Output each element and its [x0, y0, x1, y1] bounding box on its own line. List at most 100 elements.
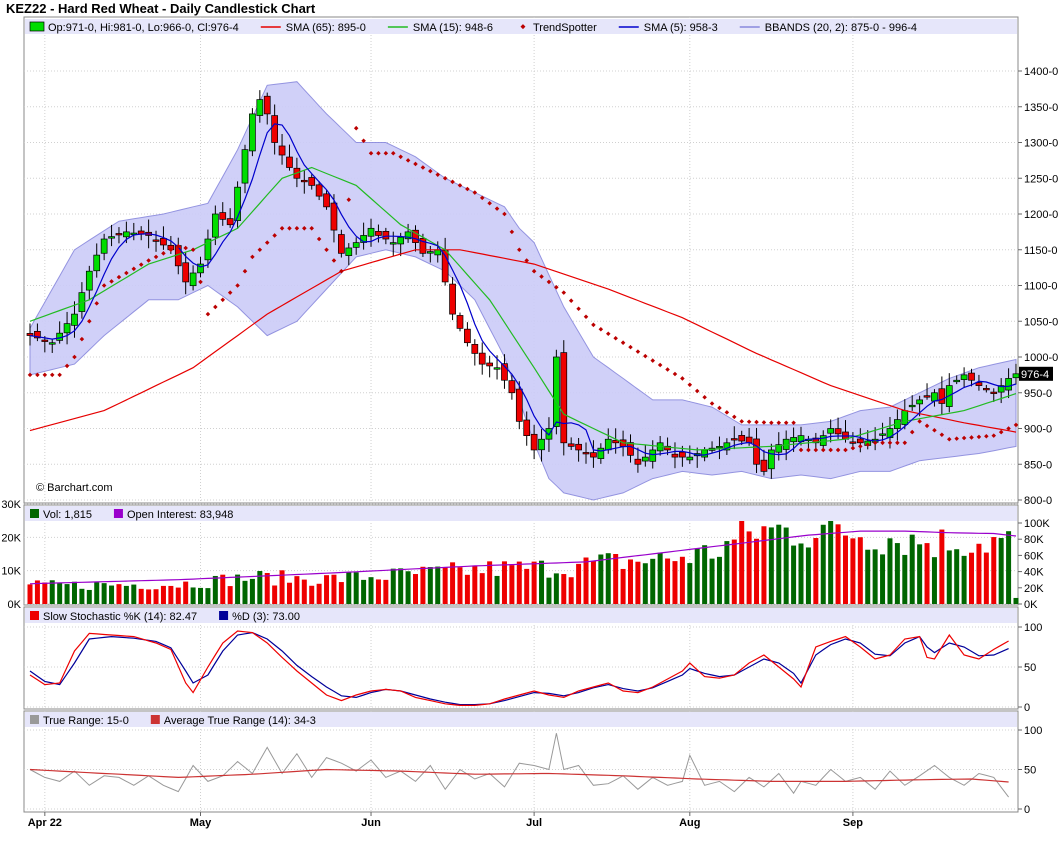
candle-body — [397, 236, 405, 245]
volume-bar — [79, 588, 85, 604]
volume-bar — [361, 579, 367, 604]
trendspotter-dot — [969, 435, 974, 440]
candle-body — [375, 231, 382, 236]
price-tick-label: 1300-0 — [1024, 138, 1058, 150]
last-price-box — [1019, 366, 1053, 381]
volume-bar — [42, 582, 48, 604]
panel-stoch — [23, 606, 1019, 710]
candle-body — [48, 342, 56, 345]
x-tick-label: Aug — [679, 817, 700, 829]
volume-bar — [450, 562, 456, 604]
candle-body — [590, 452, 597, 458]
trendspotter-dot — [709, 401, 715, 406]
candle-body — [464, 328, 471, 344]
price-tick-label: 850-0 — [1024, 459, 1052, 471]
trendspotter-dot — [924, 423, 930, 429]
trendspotter-dot — [64, 363, 70, 369]
trendspotter-dot — [568, 298, 574, 303]
candle-body — [567, 443, 575, 447]
trendspotter-dot — [457, 183, 463, 188]
volume-bar — [687, 563, 693, 604]
trendspotter-dot — [961, 435, 967, 441]
tr-legend-bg — [25, 712, 1017, 727]
candle-body — [523, 419, 531, 436]
trendspotter-dot — [865, 442, 870, 447]
candle-body — [204, 238, 212, 261]
trendspotter-dot — [650, 358, 655, 363]
legend-text: SMA (15): 948-6 — [413, 22, 493, 34]
candle-body — [108, 236, 115, 239]
trendspotter-dot — [694, 388, 700, 394]
candle-body — [323, 193, 330, 208]
volume-bar — [761, 526, 767, 604]
volume-bar — [175, 587, 181, 604]
candle-body — [441, 250, 449, 283]
volume-bar — [917, 544, 923, 604]
volume-bar — [1013, 597, 1019, 604]
candle-body — [71, 313, 78, 326]
trendspotter-dot — [413, 161, 418, 167]
candle-body — [338, 234, 345, 254]
candle-body — [716, 446, 723, 449]
last-price-label: 976-4 — [1021, 369, 1049, 381]
trendspotter-dot — [591, 322, 596, 328]
legend-text: Open Interest: 83,948 — [127, 509, 233, 521]
volume-bar — [242, 580, 248, 604]
trendspotter-dot — [769, 420, 774, 426]
trendspotter-dot — [947, 436, 952, 442]
candle-body — [530, 433, 538, 451]
candle-body — [730, 438, 738, 441]
volume-bar — [598, 554, 604, 604]
volume-bar — [94, 582, 100, 604]
candle-body — [686, 456, 694, 461]
trendspotter-dot — [954, 436, 959, 441]
volume-bar — [983, 552, 989, 604]
x-tick-label: Jun — [361, 817, 381, 829]
candle-body — [123, 231, 130, 238]
price-tick-label: 900-0 — [1024, 424, 1052, 436]
candle-body — [768, 449, 775, 470]
candle-body — [515, 388, 523, 422]
legend-text: Average True Range (14): 34-3 — [164, 715, 316, 727]
trendspotter-dot — [976, 434, 982, 440]
candle-body — [827, 428, 835, 434]
volume-bar — [998, 538, 1004, 604]
volume-bar — [746, 531, 752, 604]
volume-bar — [27, 584, 33, 604]
volume-bar — [768, 527, 774, 604]
volume-bar — [805, 547, 811, 604]
volume-bar — [464, 574, 470, 604]
volume-bar — [657, 552, 663, 604]
candle-body — [211, 213, 219, 238]
volume-bar — [776, 524, 782, 604]
volume-bar — [205, 588, 211, 604]
volume-bar — [724, 541, 730, 604]
candle-body — [738, 435, 746, 442]
trendspotter-dot — [783, 420, 789, 426]
trendspotter-dot — [991, 433, 997, 438]
volume-bar — [590, 560, 596, 604]
candle-body — [152, 239, 160, 242]
volume-bar — [553, 573, 559, 604]
candle-body — [923, 395, 931, 398]
price-tick-label: 800-0 — [1024, 495, 1052, 507]
candle-body — [352, 242, 360, 248]
trendspotter-dot — [316, 236, 322, 242]
volume-bar — [694, 548, 700, 604]
candle-body — [856, 438, 864, 444]
candle-body — [278, 145, 286, 156]
trendspotter-dot — [554, 285, 559, 290]
trendspotter-dot — [806, 447, 811, 453]
volume-bar — [227, 586, 233, 604]
candle-body — [41, 339, 49, 342]
candle-body — [315, 184, 323, 197]
volume-tick-label: 10K — [1, 566, 21, 578]
volume-bar — [116, 584, 122, 604]
candle-body — [879, 433, 886, 436]
candle-body — [493, 367, 501, 370]
volume-bar — [264, 572, 270, 604]
candle-body — [404, 231, 412, 240]
volume-bar — [160, 585, 166, 604]
candle-body — [219, 212, 227, 220]
trendspotter-dot — [628, 344, 633, 350]
